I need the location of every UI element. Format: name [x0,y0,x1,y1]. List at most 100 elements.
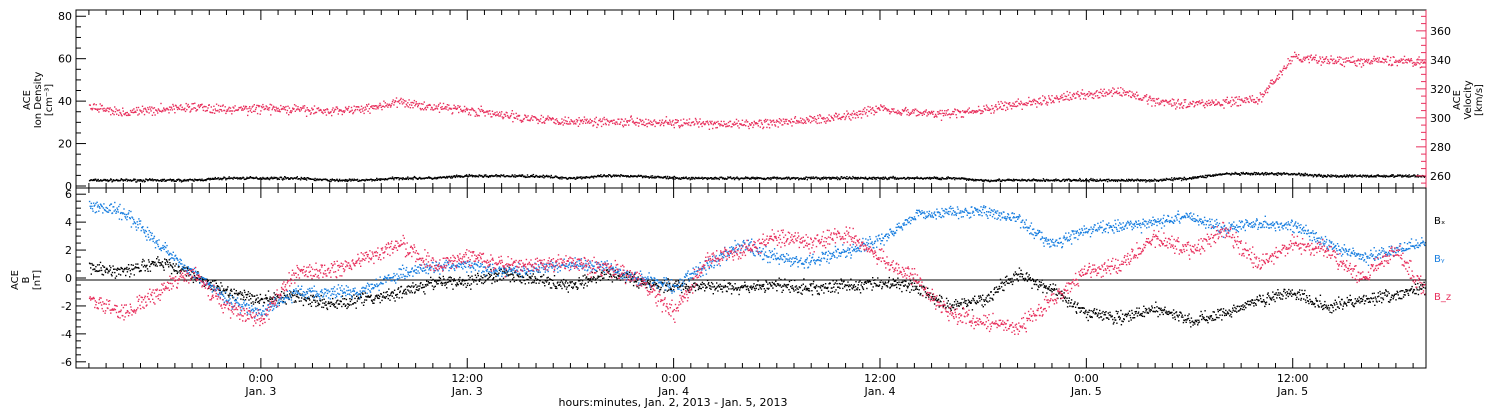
density-point [710,177,713,179]
velocity-point [1178,103,1180,105]
velocity-point [412,107,414,109]
bx-point [351,295,353,298]
density-point [220,178,222,180]
density-point [1315,174,1317,176]
velocity-point [1266,87,1268,89]
velocity-point [922,112,924,114]
bx-point [350,304,352,306]
bx-point [358,298,361,300]
velocity-point [258,105,260,108]
velocity-point [342,110,345,112]
velocity-point [611,120,613,122]
density-point [110,179,113,181]
velocity-point [180,109,183,111]
density-point [1264,173,1266,175]
density-point [1209,174,1211,176]
bx-point [487,278,489,280]
density-point [95,179,97,181]
density-point [967,178,969,180]
density-point [866,178,869,181]
bx-point [294,294,296,296]
density-point [313,178,315,181]
velocity-point [613,119,615,121]
bx-point [465,286,467,288]
velocity-point [597,124,599,126]
velocity-point [276,108,278,110]
bx-point [482,277,484,279]
velocity-point [755,122,757,124]
velocity-point [423,101,425,103]
bx-point [296,293,298,296]
velocity-point [461,109,463,112]
density-point [1244,173,1246,175]
bx-point [469,276,471,279]
density-point [813,177,816,180]
bx-point [481,282,483,284]
velocity-point [1263,94,1265,96]
velocity-point [620,121,622,123]
density-point [1036,179,1038,181]
bx-point [371,300,373,302]
density-tick-label: 40 [58,95,72,108]
density-point [165,180,167,182]
velocity-point [1237,105,1240,107]
density-point [744,177,746,180]
bx-point [92,264,95,266]
bx-point [292,294,294,297]
density-point [1238,173,1240,175]
density-point [1364,174,1367,177]
velocity-point [967,108,969,111]
velocity-point [277,107,279,109]
velocity-point [537,122,539,125]
bx-point [305,300,307,302]
velocity-point [854,117,857,119]
velocity-point [243,105,245,107]
velocity-point [874,110,876,112]
density-point [456,174,458,176]
bx-point [142,266,145,268]
density-point [857,176,859,179]
velocity-point [1099,91,1101,94]
velocity-point [278,109,281,111]
velocity-point [445,108,447,110]
velocity-point [824,118,826,120]
velocity-point [624,124,626,126]
density-point [952,178,954,180]
density-point [641,176,644,179]
bx-point [558,284,560,286]
bx-point [130,264,133,266]
density-point [273,176,275,179]
bx-point [108,270,110,273]
density-point [234,177,236,179]
density-point [1247,173,1249,175]
velocity-point [1165,100,1168,102]
velocity-point [913,110,916,112]
velocity-point [516,118,519,120]
bx-point [263,302,266,304]
density-point [1374,176,1376,178]
velocity-point [804,120,806,122]
density-point [1320,174,1322,176]
density-point [851,178,853,180]
density-point [1147,180,1150,182]
density-point [277,177,279,179]
bx-point [126,271,129,273]
bx-point [553,275,556,277]
bx-point [595,278,597,280]
bx-point [496,280,498,282]
velocity-point [1069,96,1072,99]
velocity-point [679,125,681,127]
velocity-point [312,108,314,111]
bx-point [192,277,194,279]
density-point [1300,174,1302,177]
velocity-point [1085,93,1088,96]
bx-point [556,287,558,290]
velocity-point [1235,101,1237,104]
density-point [526,176,528,178]
density-point [454,175,456,177]
velocity-tick-label: 260 [1430,170,1451,183]
velocity-point [655,121,657,123]
bx-point [178,265,180,268]
velocity-point [314,112,316,114]
bx-point [352,303,354,305]
